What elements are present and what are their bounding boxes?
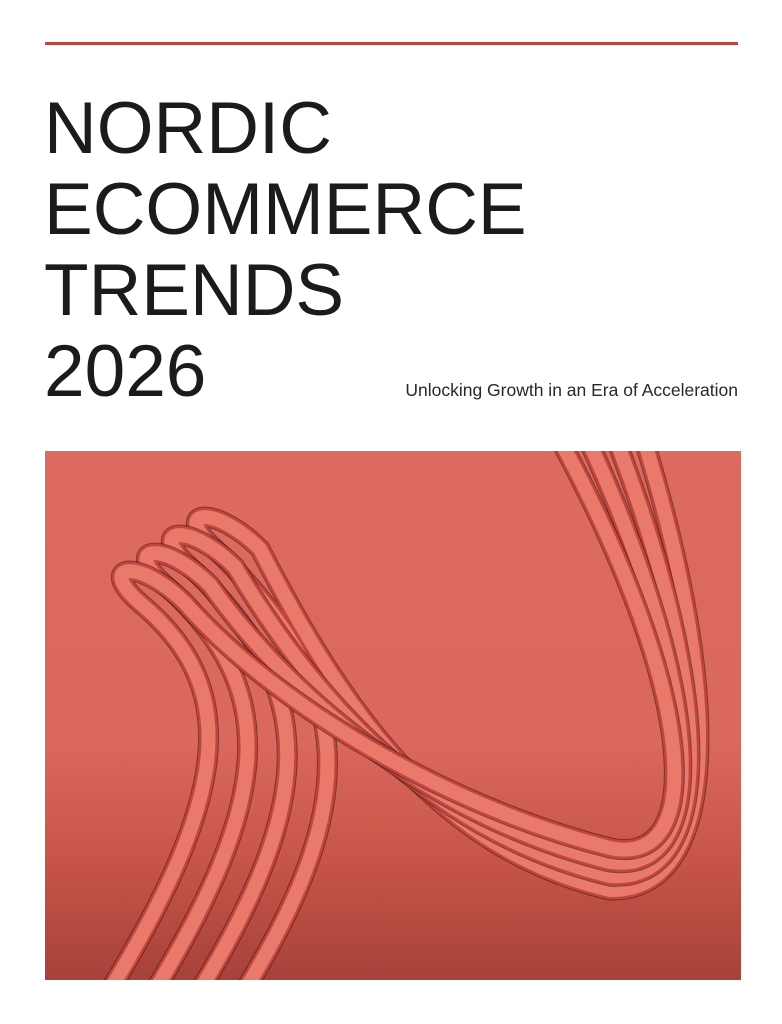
title-line-2: ECOMMERCE (44, 169, 527, 250)
title-line-1: NORDIC (44, 88, 332, 169)
cover-artwork (45, 451, 741, 980)
report-subtitle: Unlocking Growth in an Era of Accelerati… (405, 380, 738, 400)
ribbon-illustration (103, 451, 710, 980)
title-line-4: 2026 (44, 331, 207, 412)
title-line-3: TRENDS (44, 250, 345, 331)
ribbon (107, 451, 682, 980)
top-accent-rule (45, 42, 738, 45)
report-title: NORDIC ECOMMERCE TRENDS 2026 (44, 88, 527, 412)
